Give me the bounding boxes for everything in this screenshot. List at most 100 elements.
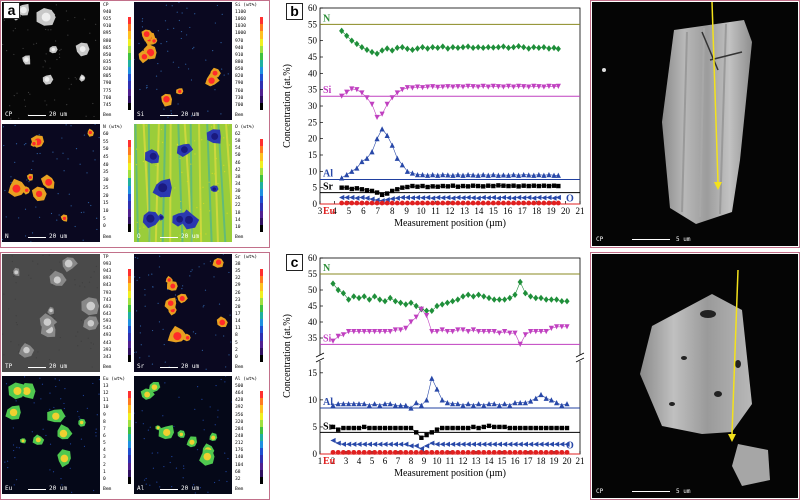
data-point-sr bbox=[546, 183, 552, 189]
panel-letter-b: b bbox=[286, 3, 303, 20]
legend-value: 943 bbox=[103, 269, 112, 275]
y-tick-label: 35 bbox=[308, 333, 318, 343]
data-point-al bbox=[486, 401, 492, 407]
data-point-eu bbox=[555, 200, 561, 206]
data-point-eu bbox=[435, 200, 441, 206]
axis-break-gap bbox=[317, 355, 323, 361]
data-point-si bbox=[450, 329, 456, 335]
legend-value: 760 bbox=[235, 88, 244, 94]
eds-map-legend: N (wt%) 60 55 50 45 40 35 30 25 20 15 10 5 0 Bem bbox=[101, 124, 133, 242]
data-point-al bbox=[361, 401, 367, 407]
surface-scratch bbox=[709, 51, 743, 61]
legend-value: 248 bbox=[235, 434, 244, 439]
x-tick-label: 3 bbox=[318, 206, 323, 216]
data-point-o bbox=[351, 441, 357, 447]
x-tick-label: 15 bbox=[498, 456, 508, 466]
data-point-si bbox=[512, 330, 518, 336]
data-point-n bbox=[399, 44, 405, 51]
data-point-al bbox=[460, 402, 466, 408]
data-point-o bbox=[526, 194, 532, 201]
data-point-eu bbox=[517, 449, 523, 455]
data-point-eu bbox=[377, 449, 383, 455]
eds-map-image bbox=[2, 124, 100, 242]
legend-value: 30 bbox=[103, 178, 109, 184]
legend-color-swatch bbox=[260, 262, 263, 270]
data-point-eu bbox=[495, 200, 501, 206]
data-point-eu bbox=[551, 200, 557, 206]
x-axis-label: Measurement position (µm) bbox=[394, 468, 506, 479]
data-point-si bbox=[500, 84, 507, 90]
legend-color-swatch bbox=[260, 31, 263, 39]
legend-color-swatch bbox=[260, 319, 263, 327]
legend-value: 42 bbox=[235, 167, 241, 173]
sem-top-label: CP bbox=[596, 236, 604, 243]
data-point-n bbox=[548, 296, 554, 303]
data-point-si bbox=[460, 327, 466, 333]
data-point-eu bbox=[465, 449, 471, 455]
data-point-sr bbox=[398, 425, 403, 431]
data-point-n bbox=[434, 302, 440, 310]
data-point-si bbox=[445, 84, 451, 90]
series-label-n: N bbox=[323, 263, 331, 274]
data-point-si bbox=[389, 95, 395, 101]
data-point-n bbox=[408, 299, 414, 306]
legend-color-swatch bbox=[260, 52, 263, 60]
legend-value: 500 bbox=[235, 384, 244, 389]
data-point-n bbox=[465, 43, 471, 50]
data-point-al bbox=[351, 401, 357, 407]
y-tick-label: 60 bbox=[308, 253, 318, 263]
data-point-si bbox=[486, 329, 492, 335]
data-point-sr bbox=[339, 185, 344, 190]
legend-value: 35 bbox=[235, 269, 241, 275]
legend-value: 693 bbox=[103, 304, 112, 310]
data-point-al bbox=[445, 172, 451, 178]
data-point-sr bbox=[564, 425, 570, 431]
data-point-n bbox=[564, 298, 570, 305]
data-point-eu bbox=[330, 449, 336, 455]
legend-unit: Bem bbox=[235, 235, 244, 241]
y-tick-label: 30 bbox=[308, 101, 318, 111]
data-point-n bbox=[429, 307, 435, 314]
legend-color-swatch bbox=[128, 139, 131, 148]
data-point-eu bbox=[543, 449, 549, 455]
x-tick-label: 9 bbox=[422, 456, 427, 466]
legend-color-swatch bbox=[128, 201, 131, 209]
data-point-al bbox=[512, 399, 518, 406]
x-tick-label: 5 bbox=[347, 206, 352, 216]
legend-color-swatch bbox=[260, 182, 263, 190]
data-point-al bbox=[387, 401, 393, 407]
legend-color-swatch bbox=[260, 455, 263, 463]
x-tick-label: 19 bbox=[547, 206, 557, 216]
legend-color-swatch bbox=[260, 405, 263, 413]
data-point-al bbox=[522, 399, 528, 406]
data-point-o bbox=[425, 194, 431, 201]
data-point-eu bbox=[403, 449, 409, 455]
legend-color-swatch bbox=[260, 398, 263, 406]
data-point-al bbox=[528, 398, 534, 404]
eds-map-image bbox=[134, 254, 232, 372]
data-point-al bbox=[399, 162, 405, 168]
data-point-o bbox=[335, 440, 341, 446]
data-point-si bbox=[507, 330, 513, 336]
legend-value: 4 bbox=[103, 448, 106, 454]
data-point-sr bbox=[408, 425, 414, 431]
legend-color-swatch bbox=[128, 391, 131, 399]
data-point-o bbox=[440, 195, 446, 201]
data-point-eu bbox=[393, 449, 398, 455]
legend-color-swatch bbox=[128, 448, 131, 456]
data-point-n bbox=[476, 291, 482, 298]
data-point-n bbox=[440, 43, 446, 50]
data-point-eu bbox=[374, 200, 380, 206]
data-point-al bbox=[374, 136, 380, 142]
legend-value: 55 bbox=[103, 139, 109, 145]
legend-value: 356 bbox=[235, 412, 244, 418]
sem-bottom-scale-text: 5 um bbox=[676, 488, 691, 495]
legend-color-swatch bbox=[128, 178, 131, 186]
data-point-al bbox=[364, 155, 370, 161]
legend-value: 820 bbox=[103, 67, 112, 73]
data-point-o bbox=[500, 194, 507, 201]
legend-color-swatch bbox=[128, 102, 131, 110]
data-point-eu bbox=[516, 200, 522, 206]
data-point-o bbox=[424, 443, 430, 449]
eds-map-label: Sr bbox=[137, 363, 145, 370]
